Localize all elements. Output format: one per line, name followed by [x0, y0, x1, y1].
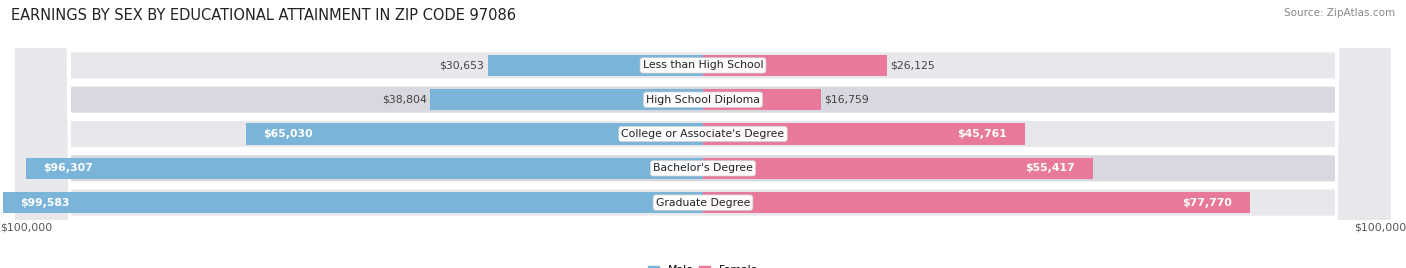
- FancyBboxPatch shape: [14, 0, 1392, 268]
- Text: $100,000: $100,000: [1354, 222, 1406, 233]
- Bar: [3, 192, 703, 213]
- Text: $96,307: $96,307: [44, 163, 93, 173]
- Text: $45,761: $45,761: [957, 129, 1007, 139]
- FancyBboxPatch shape: [14, 0, 1392, 268]
- Text: $77,770: $77,770: [1182, 198, 1232, 208]
- Text: $99,583: $99,583: [21, 198, 70, 208]
- Text: Less than High School: Less than High School: [643, 60, 763, 70]
- Text: High School Diploma: High School Diploma: [647, 95, 759, 105]
- Bar: [703, 55, 887, 76]
- FancyBboxPatch shape: [14, 0, 1392, 268]
- Text: $16,759: $16,759: [824, 95, 869, 105]
- Bar: [246, 123, 703, 145]
- Bar: [703, 192, 1250, 213]
- Text: EARNINGS BY SEX BY EDUCATIONAL ATTAINMENT IN ZIP CODE 97086: EARNINGS BY SEX BY EDUCATIONAL ATTAINMEN…: [11, 8, 516, 23]
- Text: College or Associate's Degree: College or Associate's Degree: [621, 129, 785, 139]
- Text: $26,125: $26,125: [890, 60, 935, 70]
- Text: $38,804: $38,804: [382, 95, 426, 105]
- Bar: [430, 89, 703, 110]
- Text: Source: ZipAtlas.com: Source: ZipAtlas.com: [1284, 8, 1395, 18]
- Bar: [703, 158, 1092, 179]
- Text: $100,000: $100,000: [0, 222, 52, 233]
- Bar: [703, 123, 1025, 145]
- FancyBboxPatch shape: [14, 0, 1392, 268]
- Text: $65,030: $65,030: [263, 129, 314, 139]
- Bar: [25, 158, 703, 179]
- Bar: [703, 89, 821, 110]
- Text: $30,653: $30,653: [439, 60, 484, 70]
- Text: Graduate Degree: Graduate Degree: [655, 198, 751, 208]
- Text: Bachelor's Degree: Bachelor's Degree: [652, 163, 754, 173]
- Text: $55,417: $55,417: [1025, 163, 1076, 173]
- Legend: Male, Female: Male, Female: [644, 261, 762, 268]
- FancyBboxPatch shape: [14, 0, 1392, 268]
- Bar: [488, 55, 703, 76]
